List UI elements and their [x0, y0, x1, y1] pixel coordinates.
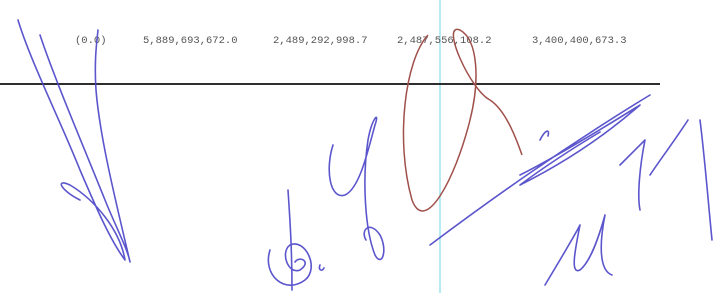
scanned-page: (0.0) 5,889,693,672.0 2,489,292,998.7 2,…: [0, 0, 717, 293]
row-cell: 2,489,292,998.7: [273, 35, 368, 47]
signature: [329, 117, 384, 259]
row-cell: (0.0): [75, 35, 107, 47]
signature: [40, 30, 130, 262]
signature: [18, 20, 125, 260]
signature: [403, 29, 522, 211]
signature: [620, 120, 712, 240]
signature: [545, 215, 612, 285]
row-cell: 5,889,693,672.0: [143, 35, 238, 47]
signature: [430, 95, 650, 245]
row-cell: 3,400,400,673.3: [532, 35, 627, 47]
page: (0.0) 5,889,693,672.0 2,489,292,998.7 2,…: [0, 0, 717, 293]
signature: [268, 190, 324, 290]
signatures: [18, 20, 712, 290]
row-cell: 2,487,556,108.2: [397, 35, 492, 47]
